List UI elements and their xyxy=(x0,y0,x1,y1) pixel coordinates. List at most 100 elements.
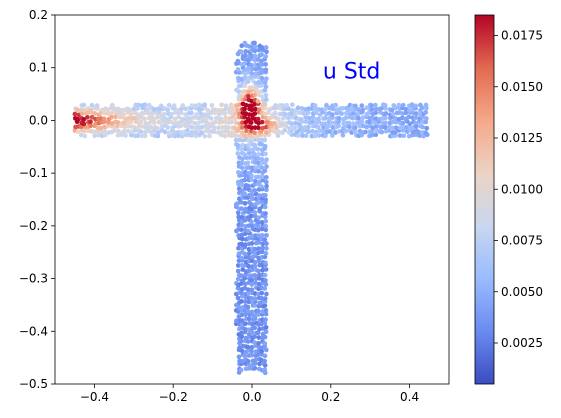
mesh-cell xyxy=(235,170,241,175)
mesh-cell xyxy=(416,129,422,135)
mesh-cell xyxy=(256,168,261,174)
mesh-cell xyxy=(218,116,224,122)
mesh-cell xyxy=(264,183,269,189)
mesh-cell xyxy=(386,124,392,130)
mesh-cell xyxy=(255,223,261,229)
mesh-cell xyxy=(246,165,252,170)
mesh-cell xyxy=(118,107,124,113)
mesh-cell xyxy=(165,111,171,116)
mesh-cell xyxy=(115,123,120,129)
mesh-cell xyxy=(249,219,254,225)
colorbar-tick-label: 0.0025 xyxy=(501,336,543,350)
mesh-cell xyxy=(239,165,245,171)
mesh-cell xyxy=(228,102,234,108)
mesh-cell xyxy=(255,98,261,104)
mesh-cell xyxy=(373,132,379,138)
colorbar-frame xyxy=(474,14,495,385)
mesh-cell xyxy=(239,299,244,304)
mesh-cell xyxy=(193,112,199,118)
mesh-cell xyxy=(264,76,269,82)
mesh-cell xyxy=(235,295,241,301)
mesh-cell xyxy=(249,75,254,80)
mesh-cell xyxy=(393,129,398,135)
mesh-cell xyxy=(223,103,229,109)
mesh-cell xyxy=(239,125,245,130)
mesh-cell xyxy=(340,132,346,138)
mesh-cell xyxy=(242,106,247,112)
mesh-cell xyxy=(382,115,388,121)
mesh-cell xyxy=(252,213,258,219)
mesh-cell xyxy=(262,341,268,346)
mesh-cell xyxy=(418,102,423,108)
mesh-cell xyxy=(259,94,265,99)
mesh-cell xyxy=(240,267,246,272)
mesh-cell xyxy=(259,348,265,354)
mesh-cell xyxy=(292,125,298,131)
mesh-cell xyxy=(248,120,254,125)
mesh-cell xyxy=(259,67,265,73)
mesh-cell xyxy=(391,103,397,108)
mesh-cell xyxy=(267,116,272,121)
mesh-cell xyxy=(240,142,245,148)
mesh-cell xyxy=(223,115,229,121)
mesh-cell xyxy=(242,353,248,359)
mesh-cell xyxy=(315,124,321,130)
mesh-cell xyxy=(256,268,261,274)
mesh-cell xyxy=(235,268,241,274)
mesh-cell xyxy=(400,102,406,108)
mesh-cell xyxy=(236,89,242,95)
colorbar-tick-label: 0.0125 xyxy=(501,131,543,145)
mesh-cell xyxy=(262,353,268,359)
mesh-cell xyxy=(340,105,346,111)
mesh-cell xyxy=(383,120,388,126)
mesh-cell xyxy=(263,129,269,135)
mesh-cell xyxy=(193,130,199,135)
mesh-cell xyxy=(373,102,378,108)
mesh-cell xyxy=(259,226,265,232)
mesh-cell xyxy=(382,124,388,130)
mesh-cell xyxy=(252,263,258,269)
mesh-cell xyxy=(373,116,379,121)
mesh-cell xyxy=(289,125,294,131)
mesh-cell xyxy=(198,111,204,116)
mesh-cell xyxy=(248,295,254,301)
mesh-cell xyxy=(182,121,188,126)
mesh-cell xyxy=(128,112,134,117)
mesh-cell xyxy=(264,246,269,251)
mesh-cell xyxy=(207,133,212,139)
mesh-cell xyxy=(176,114,181,120)
y-tick-label: 0.0 xyxy=(29,113,48,127)
mesh-cell xyxy=(139,133,145,139)
mesh-cell xyxy=(256,341,261,346)
mesh-cell xyxy=(178,110,184,116)
x-tick-label: 0.2 xyxy=(321,390,340,404)
mesh-cell xyxy=(219,108,225,113)
mesh-cell xyxy=(316,116,321,122)
mesh-cell xyxy=(409,102,415,107)
mesh-cell xyxy=(225,128,231,134)
mesh-cell xyxy=(252,40,257,46)
mesh-cell xyxy=(253,196,259,202)
mesh-cell xyxy=(248,138,254,144)
mesh-cell xyxy=(105,123,111,129)
mesh-cell xyxy=(256,47,262,53)
mesh-cell xyxy=(158,103,164,109)
mesh-cell xyxy=(252,273,258,278)
mesh-cell xyxy=(360,115,366,120)
mesh-cell xyxy=(209,103,215,108)
mesh-cell xyxy=(310,128,315,134)
mesh-cell xyxy=(179,133,185,139)
mesh-cell xyxy=(379,124,385,130)
mesh-cell xyxy=(299,106,305,111)
mesh-cell xyxy=(253,233,259,238)
mesh-cell xyxy=(175,107,181,113)
mesh-cell xyxy=(373,110,378,116)
mesh-cell xyxy=(212,107,218,113)
mesh-cell xyxy=(263,282,269,287)
mesh-cell xyxy=(136,102,141,108)
mesh-cell xyxy=(263,251,269,256)
mesh-cell xyxy=(272,110,278,116)
mesh-cell xyxy=(256,215,262,221)
mesh-cell xyxy=(262,363,268,368)
mesh-cell xyxy=(245,116,251,122)
